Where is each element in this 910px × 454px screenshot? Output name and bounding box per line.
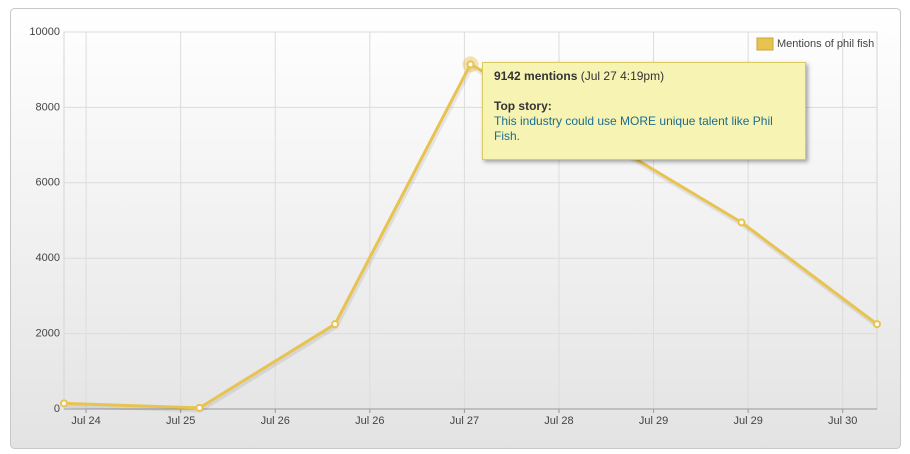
story-link[interactable]: This industry could use MORE unique tale… [494, 114, 773, 143]
x-tick-label: Jul 28 [544, 415, 573, 427]
y-tick-label: 10000 [29, 26, 60, 38]
tooltip: 9142 mentions (Jul 27 4:19pm) Top story:… [482, 62, 806, 160]
y-tick-label: 6000 [36, 177, 60, 189]
y-tick-label: 2000 [36, 328, 60, 340]
y-tick-label: 8000 [36, 101, 60, 113]
point [331, 320, 339, 329]
tooltip-heading: Top story: [494, 99, 552, 113]
point [873, 320, 881, 329]
y-tick-label: 4000 [36, 252, 60, 264]
tooltip-time: (Jul 27 4:19pm) [580, 69, 665, 83]
point [737, 218, 746, 227]
legend-swatch [756, 37, 774, 51]
y-tick-label: 0 [54, 403, 60, 415]
tooltip-value: 9142 mentions [494, 69, 578, 83]
x-tick-label: Jul 25 [166, 415, 195, 427]
x-tick-label: Jul 26 [355, 415, 384, 427]
x-tick-label: Jul 29 [639, 415, 668, 427]
point [466, 60, 475, 69]
point [60, 399, 68, 408]
x-tick-label: Jul 24 [71, 415, 100, 427]
x-tick-label: Jul 27 [450, 415, 479, 427]
point [195, 403, 204, 412]
tooltip-header: 9142 mentions (Jul 27 4:19pm) [494, 69, 794, 84]
legend-label: Mentions of phil fish [777, 38, 874, 50]
x-tick-label: Jul 30 [828, 415, 857, 427]
x-tick-label: Jul 29 [733, 415, 762, 427]
x-tick-label: Jul 26 [261, 415, 290, 427]
